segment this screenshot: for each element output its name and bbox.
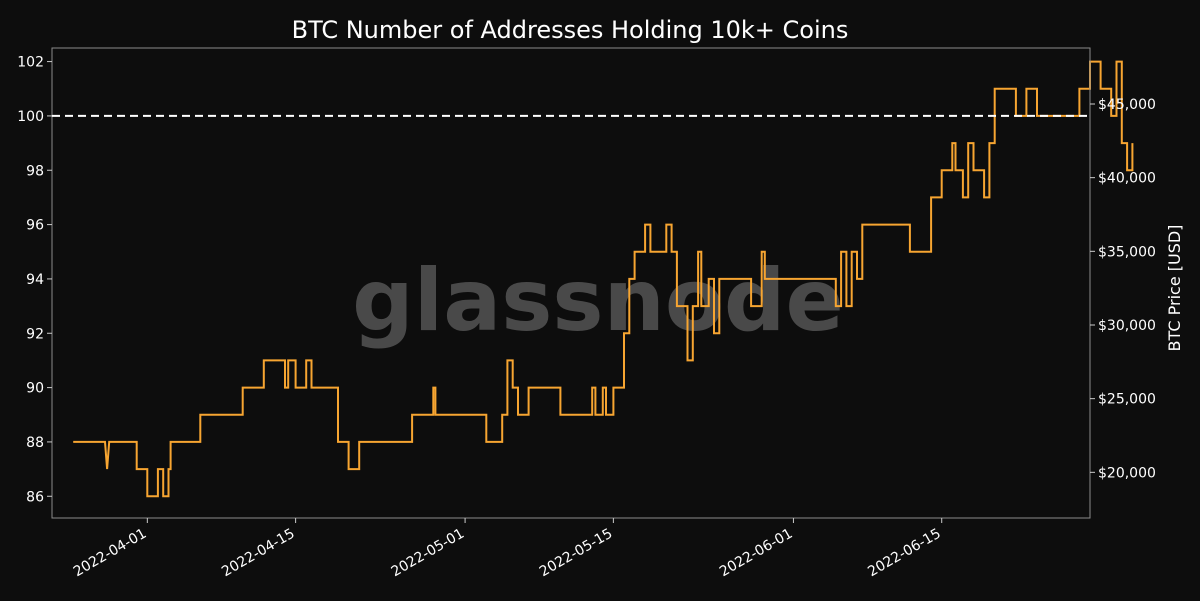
chart-title: BTC Number of Addresses Holding 10k+ Coi… — [292, 16, 849, 44]
plot-frame — [51, 47, 1091, 519]
y2-tick-label: $30,000 — [1098, 318, 1156, 334]
y-tick-label: 96 — [26, 218, 44, 234]
y2-tick-label: $45,000 — [1098, 97, 1156, 113]
y-tick-label: 100 — [17, 109, 44, 125]
y-tick-label: 88 — [26, 435, 44, 451]
y-tick-label: 102 — [17, 55, 44, 71]
y2-tick-label: $35,000 — [1098, 244, 1156, 260]
y2-tick-label: $25,000 — [1098, 392, 1156, 408]
y-tick-label: 86 — [26, 489, 44, 505]
y-tick-label: 92 — [26, 326, 44, 342]
y-tick-label: 94 — [26, 272, 44, 288]
y2-tick-label: $20,000 — [1098, 465, 1156, 481]
addresses-line — [73, 60, 1134, 498]
watermark: glassnode — [352, 251, 844, 351]
y-tick-label: 98 — [26, 163, 44, 179]
addresses-series — [73, 60, 1134, 498]
y-tick-label: 90 — [26, 381, 44, 397]
y2-axis-label: BTC Price [USD] — [1165, 225, 1184, 352]
y2-tick-label: $40,000 — [1098, 171, 1156, 187]
